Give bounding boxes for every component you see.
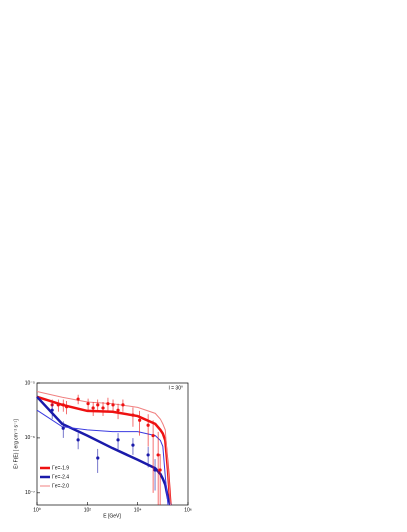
data-point	[151, 434, 155, 438]
x-tick-label: 10²	[84, 507, 92, 513]
data-point	[61, 403, 65, 407]
data-point	[56, 403, 60, 407]
data-point	[146, 453, 150, 457]
model-line	[36, 391, 171, 506]
data-point	[121, 403, 125, 407]
data-point	[76, 397, 80, 401]
data-point	[158, 468, 162, 472]
data-point	[146, 423, 150, 427]
annotation: l = 30°	[169, 385, 183, 391]
model-line	[36, 395, 172, 506]
data-point	[50, 408, 54, 412]
data-point	[91, 406, 95, 410]
data-point	[96, 456, 100, 460]
y-axis-label: E² F(E) [ erg cm⁻² s⁻¹]	[13, 419, 19, 469]
data-point	[106, 402, 110, 406]
data-point	[96, 403, 100, 407]
legend-label: Γe=-2.4	[52, 474, 69, 480]
x-tick-label: 10⁶	[184, 507, 192, 513]
y-tick-label: 10⁻⁷	[25, 490, 35, 496]
x-tick-label: 10⁴	[134, 507, 142, 513]
data-point	[153, 468, 157, 472]
legend-label: Γe=-1.9	[52, 465, 69, 471]
y-tick-label: 10⁻⁶	[25, 435, 35, 441]
x-tick-label: 10⁰	[33, 507, 41, 513]
data-point	[86, 402, 90, 406]
data-point	[64, 405, 69, 409]
data-point	[116, 408, 120, 412]
plot-frame	[36, 382, 189, 506]
data-point	[138, 418, 142, 422]
data-point	[61, 426, 65, 430]
data-point	[111, 403, 115, 407]
data-point	[156, 453, 160, 457]
model-line	[36, 409, 169, 506]
data-point	[131, 443, 135, 447]
legend-label: Γe=-2.0	[52, 483, 69, 489]
data-point	[131, 413, 135, 417]
data-point	[101, 406, 105, 410]
data-point	[76, 438, 80, 442]
x-axis-label: E [GeV]	[103, 513, 121, 519]
y-tick-label: 10⁻⁵	[25, 380, 35, 386]
data-point	[116, 438, 120, 442]
